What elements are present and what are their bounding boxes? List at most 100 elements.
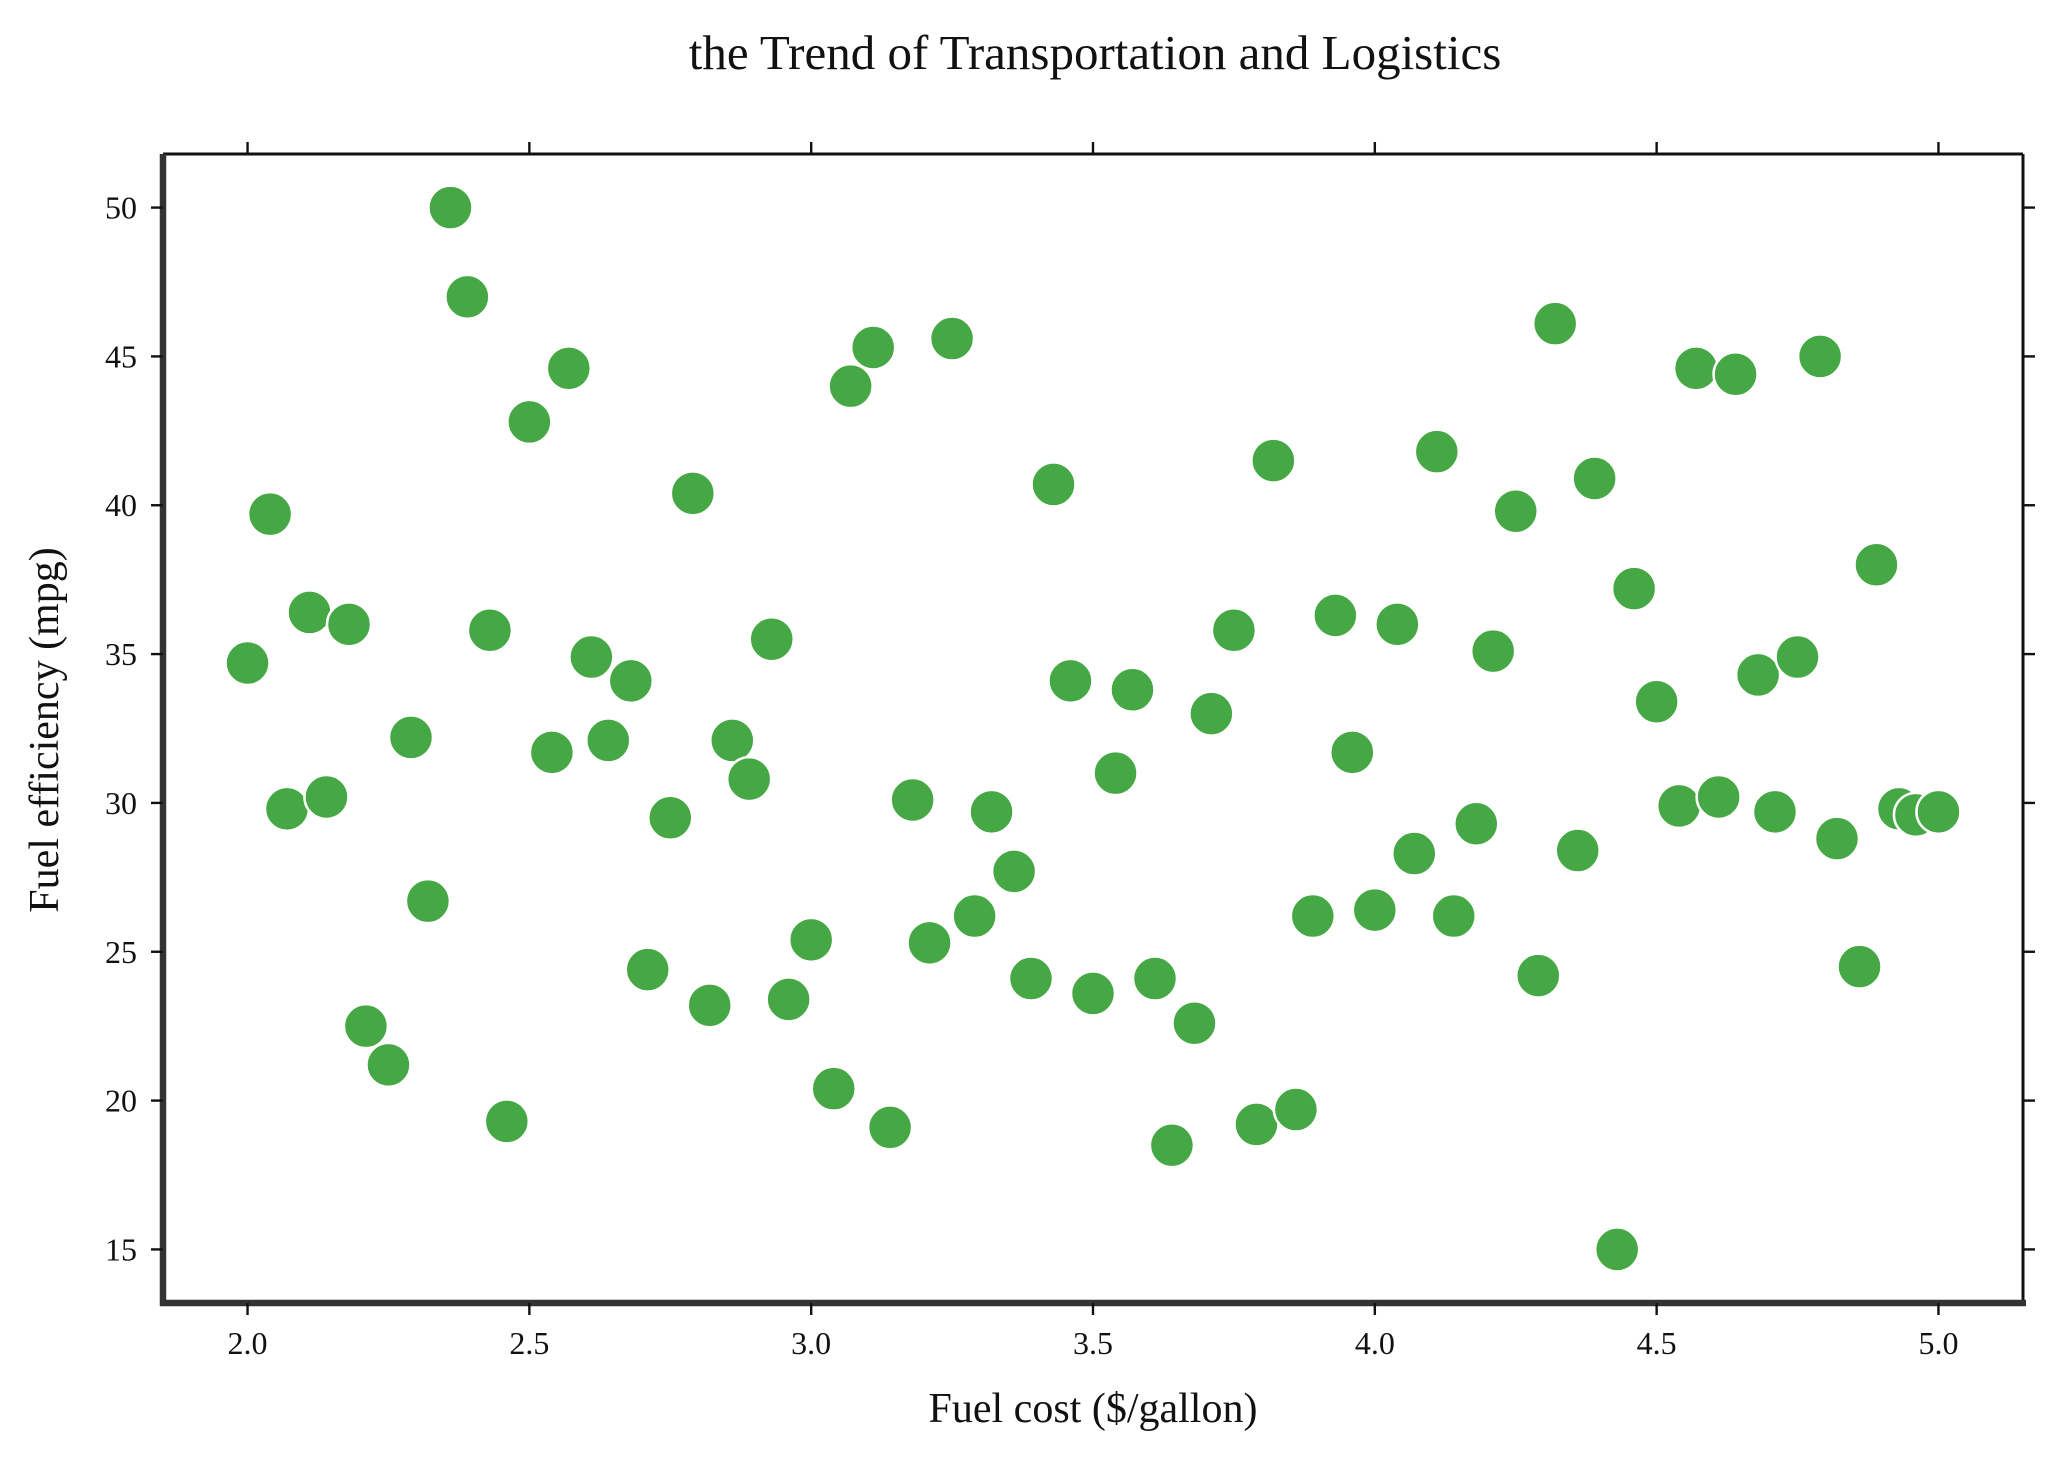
- data-point: [990, 848, 1038, 895]
- data-point: [1469, 627, 1517, 675]
- data-point: [607, 657, 655, 705]
- data-point: [686, 982, 733, 1029]
- plot-frame: [159, 152, 2026, 1307]
- data-point: [810, 1065, 857, 1112]
- y-tick-label: 15: [105, 1231, 137, 1267]
- data-point: [1312, 592, 1359, 639]
- data-point: [1734, 651, 1782, 699]
- data-point: [1148, 1121, 1196, 1169]
- y-tick-label: 40: [105, 487, 137, 523]
- data-point: [1492, 487, 1539, 535]
- data-point: [951, 892, 998, 940]
- data-point: [506, 398, 553, 446]
- data-point: [1250, 437, 1297, 484]
- data-point: [1610, 565, 1658, 612]
- data-point: [286, 589, 333, 636]
- data-point: [787, 916, 835, 964]
- data-point: [1593, 1226, 1641, 1273]
- data-point: [1633, 678, 1680, 725]
- data-point: [1774, 633, 1821, 681]
- data-point: [968, 788, 1015, 836]
- data-point: [928, 315, 976, 362]
- data-point: [585, 717, 632, 764]
- data-point: [1210, 607, 1258, 654]
- data-point: [1030, 461, 1077, 508]
- y-tick-label: 50: [105, 190, 137, 226]
- data-point: [709, 717, 756, 764]
- data-point: [365, 1041, 412, 1089]
- data-point: [1007, 955, 1055, 1002]
- data-point: [303, 773, 350, 821]
- data-point: [725, 755, 773, 803]
- data-point: [1655, 782, 1703, 830]
- data-point: [1131, 955, 1179, 1002]
- data-point: [906, 919, 953, 967]
- data-point: [444, 273, 491, 321]
- data-point: [325, 601, 373, 648]
- data-point: [1571, 455, 1618, 502]
- data-point: [342, 1002, 390, 1050]
- data-point: [1554, 827, 1601, 874]
- data-point: [889, 776, 936, 824]
- y-tick-label: 45: [105, 338, 137, 374]
- data-point: [528, 729, 576, 776]
- data-point: [1853, 541, 1900, 589]
- data-point: [427, 184, 474, 231]
- data-point: [1047, 657, 1094, 705]
- data-point: [1374, 601, 1421, 648]
- data-point: [263, 785, 311, 833]
- data-point: [1351, 886, 1399, 934]
- scatter-points: [224, 184, 1962, 1273]
- data-point: [1836, 943, 1883, 990]
- data-point: [827, 362, 874, 410]
- data-point: [1531, 300, 1579, 347]
- data-point: [483, 1098, 531, 1145]
- y-tick-label: 35: [105, 636, 137, 672]
- data-point: [866, 1104, 914, 1151]
- x-tick-label: 2.0: [228, 1325, 268, 1361]
- data-point: [1413, 428, 1461, 475]
- data-point: [404, 877, 452, 925]
- data-point: [246, 490, 294, 538]
- data-point: [849, 324, 897, 371]
- data-point: [1171, 999, 1218, 1047]
- chart-title: the Trend of Transportation and Logistic…: [689, 25, 1502, 80]
- data-point: [1430, 892, 1477, 940]
- data-point: [1672, 345, 1720, 392]
- data-point: [466, 607, 514, 654]
- data-point: [224, 639, 271, 687]
- x-tick-label: 4.0: [1355, 1325, 1395, 1361]
- data-point: [1092, 749, 1139, 797]
- data-point: [1188, 690, 1235, 737]
- data-point: [1515, 952, 1562, 999]
- y-tick-label: 25: [105, 934, 137, 970]
- data-point: [545, 345, 593, 392]
- data-point: [1289, 892, 1337, 940]
- data-point: [765, 976, 812, 1023]
- data-point: [1751, 788, 1799, 836]
- y-tick-label: 30: [105, 785, 137, 821]
- y-tick-label: 20: [105, 1083, 137, 1119]
- data-point: [748, 615, 795, 663]
- x-tick-label: 2.5: [509, 1325, 549, 1361]
- data-point: [1695, 773, 1742, 821]
- data-point: [669, 470, 717, 517]
- data-point: [1915, 788, 1962, 836]
- data-point: [624, 946, 671, 993]
- data-point: [1813, 815, 1861, 862]
- x-axis-label: Fuel cost ($/gallon): [929, 1386, 1258, 1432]
- y-axis-label: Fuel efficiency (mpg): [22, 547, 68, 912]
- data-point: [387, 714, 435, 761]
- data-point: [1329, 729, 1376, 776]
- data-point: [1233, 1101, 1280, 1148]
- data-point: [647, 794, 694, 842]
- x-tick-label: 4.5: [1637, 1325, 1677, 1361]
- data-point: [1109, 666, 1156, 714]
- data-point: [1391, 830, 1438, 877]
- x-tick-label: 5.0: [1918, 1325, 1958, 1361]
- data-point: [1069, 970, 1117, 1017]
- data-point: [1453, 800, 1500, 848]
- data-point: [568, 633, 615, 681]
